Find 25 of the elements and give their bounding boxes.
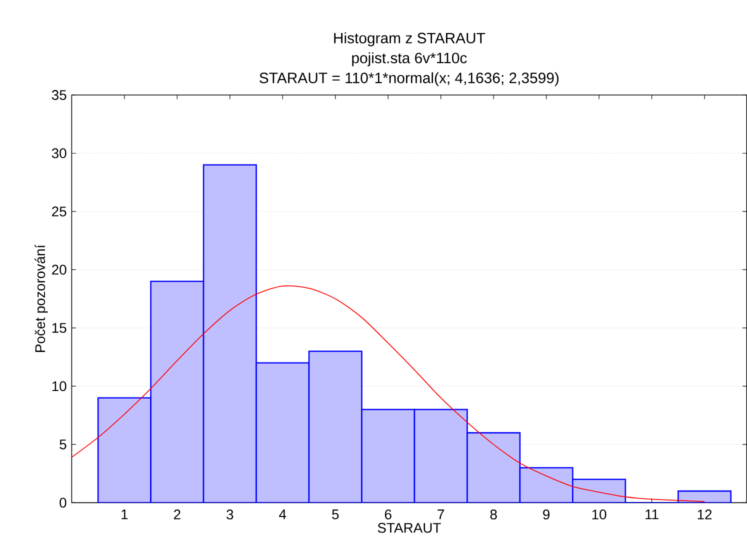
- x-tick-label: 10: [592, 510, 606, 520]
- x-tick-label: 9: [543, 510, 550, 520]
- y-tick-label: 0: [60, 498, 66, 508]
- chart-subtitle: pojist.sta 6v*110c: [352, 52, 467, 66]
- text: STARAUT = 110*1*normal(x; 4,1636; 2,3599): [260, 72, 558, 86]
- y-tick-label: 15: [52, 323, 66, 333]
- x-tick-label: 11: [646, 510, 658, 520]
- x-tick-label: 8: [490, 510, 497, 520]
- x-tick-label: 1: [122, 510, 128, 520]
- chart-title: Histogram z STARAUT: [334, 32, 486, 46]
- y-tick-label: 20: [52, 264, 66, 275]
- y-tick-label: 35: [52, 90, 66, 100]
- x-tick-label: 4: [279, 510, 286, 520]
- y-axis-title: Počet pozorování: [34, 244, 48, 352]
- x-tick-label: 2: [174, 510, 180, 520]
- x-tick-label: 12: [698, 510, 712, 520]
- y-tick-label: 25: [52, 206, 66, 216]
- y-tick-label: 10: [52, 381, 66, 392]
- x-axis-title: STARAUT: [378, 522, 441, 533]
- x-tick-label: 6: [384, 510, 392, 520]
- y-tick-label: 30: [52, 148, 66, 158]
- y-tick-label: 5: [60, 440, 66, 450]
- x-tick-label: 7: [438, 510, 444, 520]
- x-tick-label: 3: [226, 510, 234, 520]
- x-tick-label: 5: [332, 510, 339, 520]
